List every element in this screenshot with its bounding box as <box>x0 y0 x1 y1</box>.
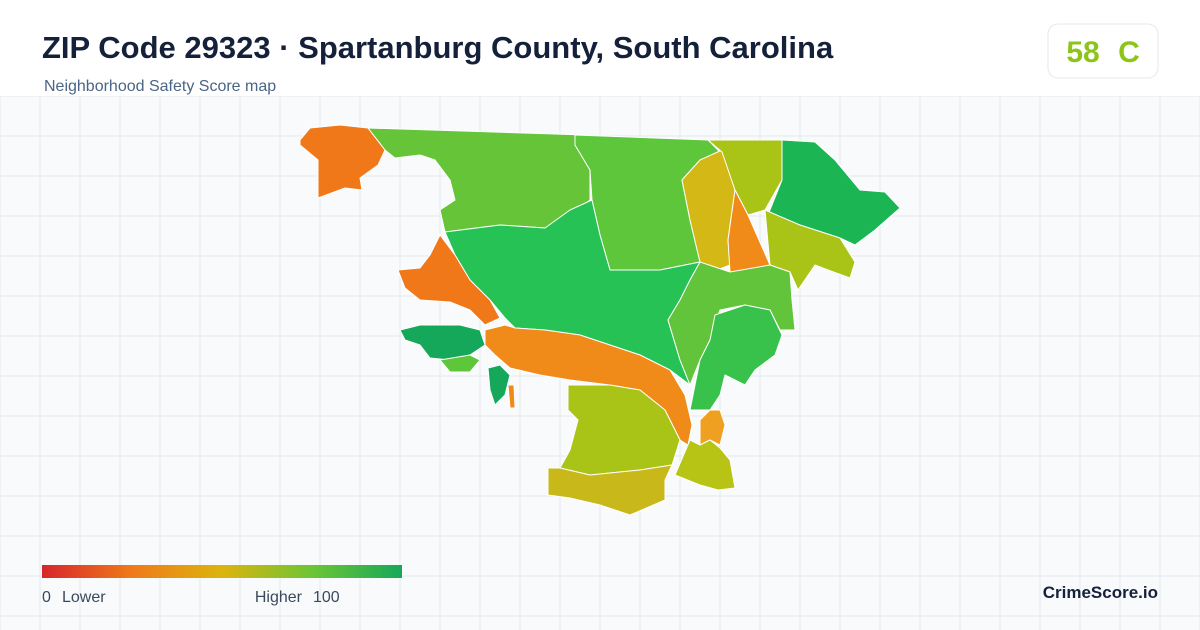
region <box>439 354 481 373</box>
legend-min: 0 <box>42 589 51 606</box>
zip-map <box>299 124 901 516</box>
region <box>689 304 783 411</box>
region <box>399 324 486 361</box>
region <box>299 124 386 199</box>
region <box>507 384 516 409</box>
legend-max: 100 <box>313 589 340 606</box>
title: ZIP Code 29323 · Spartanburg County, Sou… <box>42 30 834 65</box>
region <box>699 409 726 446</box>
legend-gradient <box>42 565 402 578</box>
legend-min-label: Lower <box>62 589 106 606</box>
legend-max-label: Higher <box>255 589 303 606</box>
score-grade: C <box>1118 36 1140 69</box>
region <box>397 234 501 326</box>
header-bg <box>0 0 1200 96</box>
region <box>547 464 673 516</box>
region <box>674 439 736 491</box>
region <box>667 261 796 386</box>
brand: CrimeScore.io <box>1043 583 1158 602</box>
region <box>487 364 511 406</box>
subtitle: Neighborhood Safety Score map <box>44 78 276 95</box>
score-value: 58 <box>1066 36 1099 69</box>
score-badge <box>1047 23 1159 79</box>
